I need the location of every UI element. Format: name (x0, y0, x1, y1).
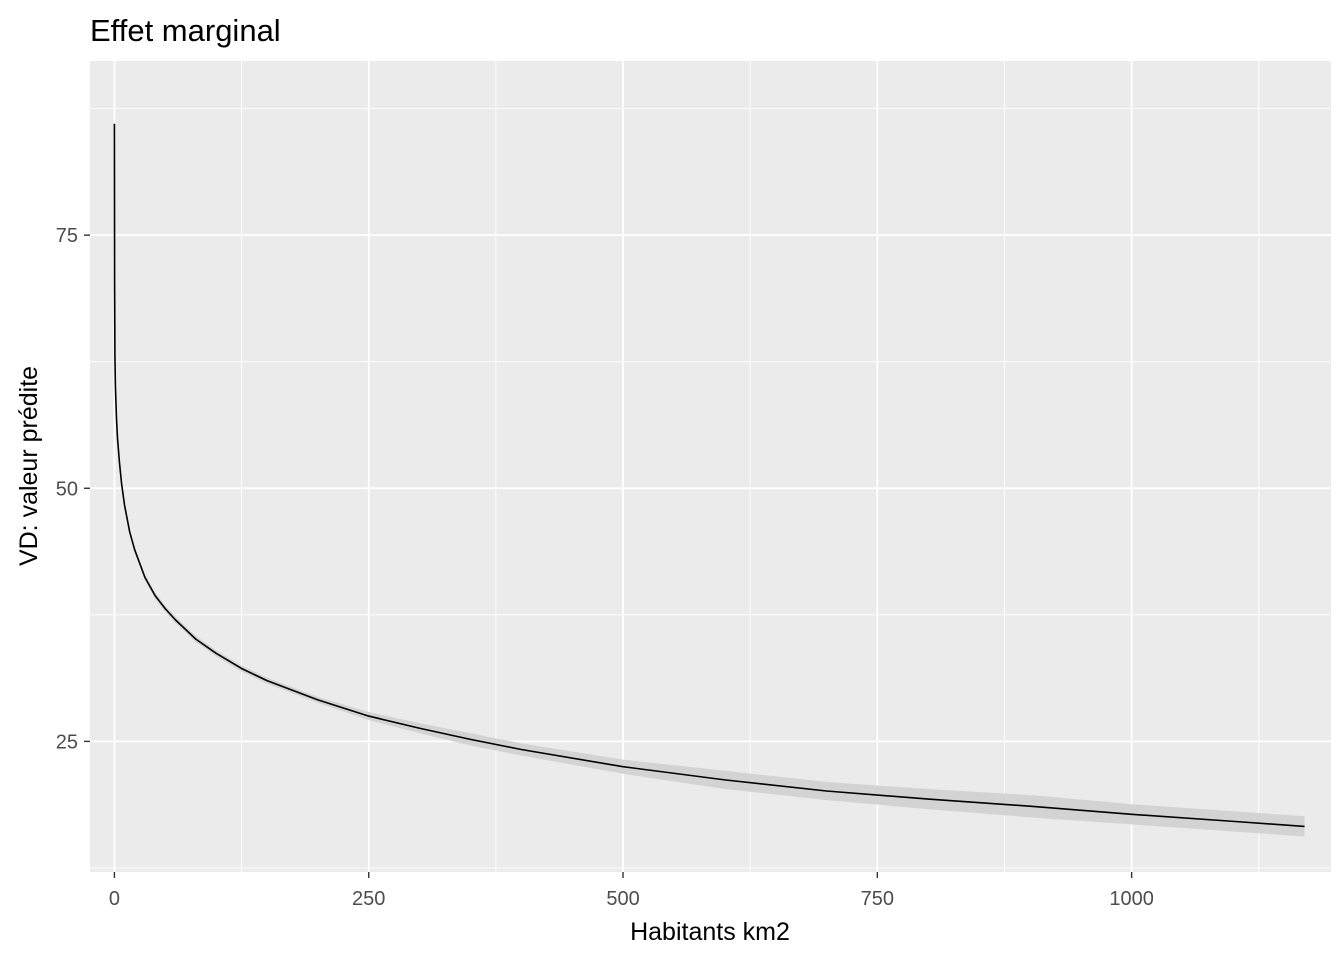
predicted-value-line (113, 123, 1305, 828)
x-axis: 0 250 500 750 1000 (109, 872, 1154, 910)
y-tick-label: 75 (56, 225, 78, 247)
y-tick-label: 25 (56, 731, 78, 753)
major-gridlines (90, 61, 1331, 872)
x-axis-title: Habitants km2 (630, 918, 790, 946)
y-axis: 25 50 75 (56, 225, 90, 753)
x-tick-label: 250 (352, 888, 385, 910)
chart-title: Effet marginal (90, 13, 281, 48)
minor-gridlines (90, 61, 1331, 872)
y-axis-title: VD: valeur prédite (15, 366, 43, 566)
x-tick-label: 750 (861, 888, 894, 910)
plot-panel (90, 61, 1331, 872)
x-tick-label: 0 (109, 888, 120, 910)
y-tick-label: 50 (56, 478, 78, 500)
x-tick-label: 500 (606, 888, 639, 910)
x-tick-label: 1000 (1109, 888, 1154, 910)
